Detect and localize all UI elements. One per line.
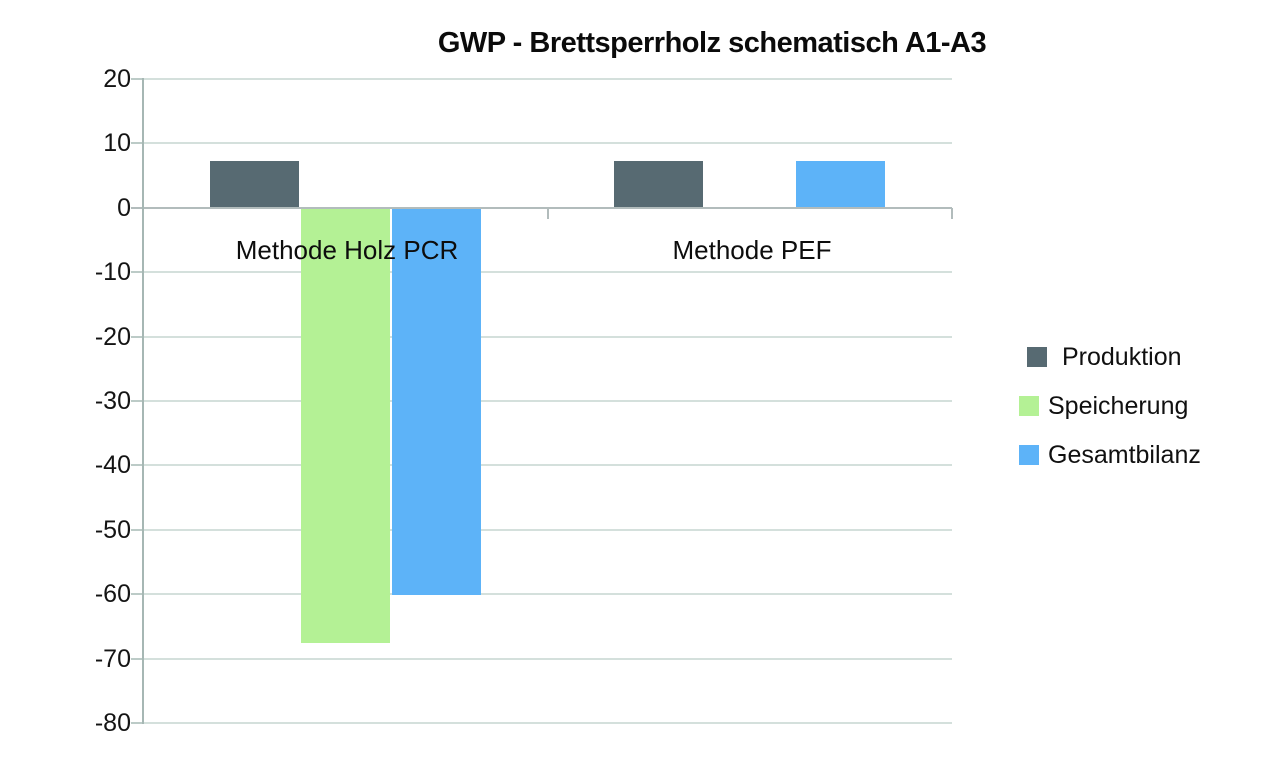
y-axis-tick — [131, 336, 143, 338]
y-axis-tick — [131, 78, 143, 80]
bar-produktion-methode-holz-pcr — [210, 161, 299, 207]
gridline — [143, 593, 952, 595]
y-axis-tick — [131, 271, 143, 273]
y-axis-tick — [131, 464, 143, 466]
y-axis-label: 20 — [103, 65, 131, 93]
legend-item-gesamtbilanz: Gesamtbilanz — [1019, 441, 1201, 469]
legend-swatch-gesamtbilanz — [1019, 445, 1039, 465]
bar-produktion-methode-pef — [614, 161, 703, 207]
category-label-methode-pef: Methode PEF — [672, 235, 832, 265]
y-axis-label: -60 — [94, 580, 131, 608]
legend-label-gesamtbilanz: Gesamtbilanz — [1048, 441, 1201, 469]
gridline — [143, 658, 952, 660]
gridline — [143, 78, 952, 80]
y-axis-tick — [131, 207, 143, 209]
y-axis-label: 0 — [117, 194, 131, 222]
y-axis-label: -80 — [94, 709, 131, 737]
legend-item-speicherung: Speicherung — [1019, 392, 1201, 420]
gridline — [143, 722, 952, 724]
bar-gesamtbilanz-methode-pef — [796, 161, 885, 207]
legend-label-produktion: Produktion — [1062, 343, 1182, 371]
y-axis-label: -20 — [94, 323, 131, 351]
y-axis-label: 10 — [103, 129, 131, 157]
y-axis-tick — [131, 722, 143, 724]
y-axis-label: -30 — [94, 387, 131, 415]
gridline — [143, 529, 952, 531]
y-axis-label: -40 — [94, 451, 131, 479]
legend-item-produktion: Produktion — [1027, 343, 1201, 371]
y-axis-label: -10 — [94, 258, 131, 286]
y-axis-tick — [131, 400, 143, 402]
category-label-methode-holz-pcr: Methode Holz PCR — [235, 235, 459, 265]
legend-swatch-speicherung — [1019, 396, 1039, 416]
y-axis-tick — [131, 593, 143, 595]
gridline — [143, 336, 952, 338]
legend-label-speicherung: Speicherung — [1048, 392, 1189, 420]
gridline — [143, 400, 952, 402]
y-axis-label: -70 — [94, 645, 131, 673]
x-axis-tick — [951, 208, 953, 219]
legend-swatch-produktion — [1027, 347, 1047, 367]
gridline — [143, 271, 952, 273]
bar-speicherung-methode-holz-pcr — [301, 209, 390, 643]
bar-gesamtbilanz-methode-holz-pcr — [392, 209, 481, 595]
y-axis-tick — [131, 529, 143, 531]
gridline — [143, 464, 952, 466]
y-axis-line — [142, 78, 144, 724]
y-axis-tick — [131, 658, 143, 660]
chart-legend: Produktion Speicherung Gesamtbilanz — [1019, 343, 1201, 469]
gridline — [143, 142, 952, 144]
chart-title: GWP - Brettsperrholz schematisch A1-A3 — [437, 27, 987, 59]
y-axis-label: -50 — [94, 516, 131, 544]
y-axis-tick — [131, 142, 143, 144]
x-axis-tick — [547, 208, 549, 219]
